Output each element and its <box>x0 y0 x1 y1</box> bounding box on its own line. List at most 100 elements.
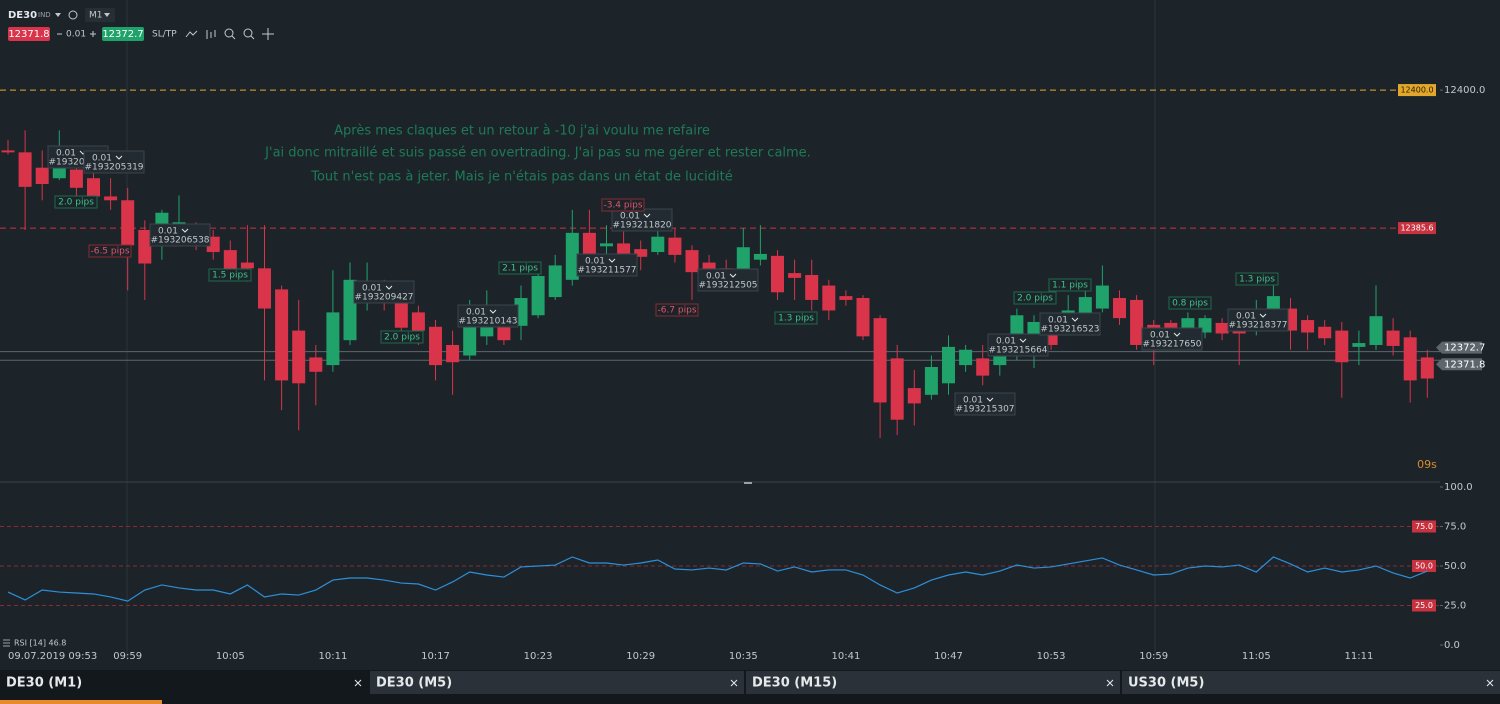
candle-body <box>463 321 477 356</box>
ticket-chevron <box>643 213 651 218</box>
candle-body <box>138 229 152 264</box>
candle-body <box>429 326 442 366</box>
candle-body <box>976 358 990 376</box>
rsi-line <box>7 556 1428 602</box>
buy-button[interactable] <box>102 27 144 41</box>
ticket-chevron <box>181 228 189 233</box>
toolbar: DE30 IND M1 12371.8 0.01 12372.7 SL/TP <box>8 8 274 41</box>
ticket-id: #193215664 <box>988 346 1047 356</box>
y-tick-label: 0.0 <box>1444 640 1460 651</box>
pips-box <box>1013 291 1057 305</box>
symbol[interactable]: DE30 <box>8 10 37 21</box>
level-tag-label: 75.0 <box>1415 522 1433 531</box>
pips-box <box>774 311 818 325</box>
crosshair-icon[interactable] <box>262 28 274 40</box>
tab-label[interactable]: DE30 (M15) <box>752 676 837 691</box>
pips-label: 1.5 pips <box>212 271 248 281</box>
zoom-in-icon[interactable] <box>243 28 253 38</box>
candle-body <box>1369 316 1383 345</box>
zoom-in-icon[interactable] <box>250 35 255 40</box>
candle-body <box>924 367 938 395</box>
candle-body <box>1130 299 1144 345</box>
tab[interactable] <box>0 671 368 694</box>
ticket-id: #193217650 <box>1142 340 1201 350</box>
indicator-label: RSI [14] 46.8 <box>14 639 66 648</box>
dropdown-icon[interactable] <box>104 13 110 17</box>
tab[interactable] <box>370 671 744 694</box>
pips-box <box>88 244 132 258</box>
level-tag-label: 50.0 <box>1415 562 1433 571</box>
ticket-chevron <box>1173 332 1181 337</box>
dropdown-icon[interactable] <box>55 13 61 17</box>
x-tick-label: 10:29 <box>626 651 655 662</box>
pips-label: -6.7 pips <box>657 306 696 316</box>
pips-label: 1.3 pips <box>778 314 814 324</box>
tab-close-icon[interactable] <box>1486 679 1494 687</box>
tab[interactable] <box>1122 671 1500 694</box>
candle-body <box>702 262 716 271</box>
candle-body <box>788 273 802 278</box>
candle-body <box>35 167 49 184</box>
sell-button[interactable] <box>8 27 50 41</box>
candle-body <box>18 152 32 187</box>
pips-label: 2.0 pips <box>384 333 420 343</box>
candle-body <box>1386 330 1400 346</box>
ticket-box <box>954 392 1016 416</box>
candle-body <box>565 232 579 280</box>
pips-label: 2.0 pips <box>1017 294 1053 304</box>
pips-label: 2.1 pips <box>502 264 538 274</box>
candle-body <box>822 285 836 311</box>
candle-body <box>668 237 682 255</box>
info-icon[interactable] <box>68 10 78 20</box>
price-tag-label: 12371.8 <box>1444 359 1485 370</box>
zoom-out-icon[interactable] <box>224 28 234 38</box>
y-tick-label: 12400.0 <box>1444 85 1485 96</box>
candle-body <box>326 312 340 366</box>
level-tag-label: 25.0 <box>1415 601 1433 610</box>
ticket-lot: 0.01 <box>996 337 1016 347</box>
ticket-lot: 0.01 <box>620 212 640 222</box>
ticket-lot: 0.01 <box>92 154 112 164</box>
bid-price[interactable]: 12371.8 <box>8 29 49 40</box>
tab-label[interactable]: US30 (M5) <box>1128 676 1204 691</box>
timeframe-button[interactable] <box>85 8 115 22</box>
ticket-box <box>1141 327 1203 351</box>
pips-box <box>1048 278 1092 292</box>
tab-close-icon[interactable] <box>1106 679 1114 687</box>
ticket-chevron <box>729 273 737 278</box>
candle-body <box>1266 296 1280 313</box>
tab-label[interactable]: DE30 (M5) <box>376 676 452 691</box>
candle-body <box>1095 285 1109 309</box>
ask-price[interactable]: 12372.7 <box>102 29 143 40</box>
pips-label: -3.4 pips <box>603 201 642 211</box>
sltp-button[interactable]: SL/TP <box>152 30 177 40</box>
candle-body <box>1403 337 1417 381</box>
lot-size[interactable]: 0.01 <box>66 30 86 40</box>
tab-label[interactable]: DE30 (M1) <box>6 676 82 691</box>
chart-type-icon[interactable] <box>185 30 198 38</box>
price-tag <box>1436 341 1482 354</box>
candle-body <box>1113 298 1126 319</box>
candle-body <box>753 253 767 260</box>
ticket-id: #193205319 <box>84 163 143 173</box>
ticket-id: #193211577 <box>577 266 636 276</box>
tab[interactable] <box>746 671 1120 694</box>
tab-close-icon[interactable] <box>730 679 738 687</box>
badge: IND <box>38 11 51 19</box>
timeframe[interactable]: M1 <box>89 11 103 21</box>
x-tick-label: 10:35 <box>729 651 758 662</box>
candle-body <box>1078 297 1092 314</box>
tab-close-icon[interactable] <box>354 679 362 687</box>
ticket-box <box>457 304 519 328</box>
candle-body <box>240 262 254 269</box>
candle-body <box>223 250 237 271</box>
indicator-icon[interactable] <box>206 30 216 39</box>
candle-body <box>685 250 699 273</box>
loading-bar <box>0 700 162 704</box>
ticket-chevron <box>1259 313 1267 318</box>
candle-body <box>805 275 819 300</box>
candle-body <box>1 150 15 153</box>
candle-body <box>87 178 100 197</box>
y-tick-label: 50.0 <box>1444 561 1466 572</box>
zoom-out-icon[interactable] <box>231 35 236 40</box>
